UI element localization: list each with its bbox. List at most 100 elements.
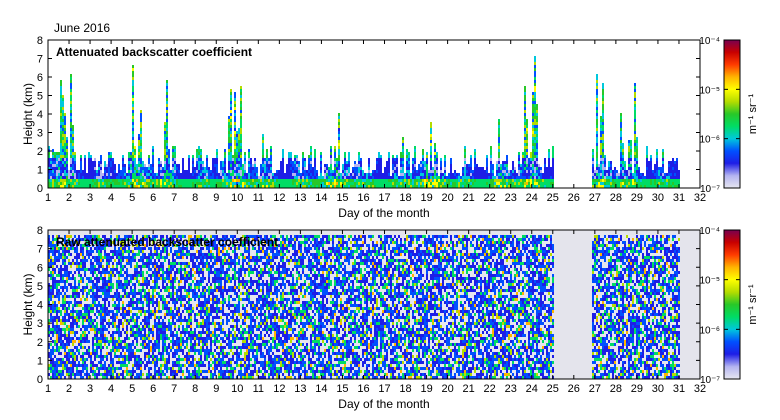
x-tick-label: 3: [87, 192, 93, 204]
x-tick-label: 2: [66, 383, 72, 395]
y-tick-label: 5: [37, 281, 43, 293]
y-tick-label: 3: [37, 318, 43, 330]
y-tick-label: 5: [37, 91, 43, 103]
x-tick-label: 4: [108, 383, 114, 395]
x-tick-label: 10: [231, 192, 243, 204]
x-tick-label: 21: [463, 383, 475, 395]
x-tick-label: 11: [253, 383, 264, 395]
x-tick-label: 18: [399, 383, 411, 395]
x-tick-label: 21: [463, 192, 475, 204]
y-tick-label: 1: [37, 355, 43, 367]
x-tick-label: 6: [150, 383, 156, 395]
x-tick-label: 29: [631, 192, 643, 204]
x-tick-label: 8: [192, 192, 198, 204]
colorbar: 10⁻⁴ 10⁻⁵ 10⁻⁶ 10⁻⁷ m⁻¹ sr⁻¹: [699, 36, 759, 195]
x-tick-label: 20: [441, 383, 453, 395]
backscatter-texture: [48, 235, 680, 379]
x-tick-label: 22: [484, 383, 496, 395]
x-tick-label: 28: [610, 383, 622, 395]
x-tick-label: 27: [589, 192, 601, 204]
panel-title: Attenuated backscatter coefficient: [56, 45, 252, 59]
colorbar-label: m⁻¹ sr⁻¹: [747, 94, 759, 135]
colorbar-tick-label: 10⁻⁵: [699, 85, 720, 96]
x-tick-label: 16: [357, 383, 369, 395]
x-tick-label: 20: [441, 192, 453, 204]
x-tick-label: 13: [294, 192, 306, 204]
x-tick-label: 2: [66, 192, 72, 204]
y-tick-label: 0: [37, 374, 43, 386]
x-tick-label: 29: [631, 383, 643, 395]
x-tick-label: 14: [315, 192, 327, 204]
colorbar-tick-label: 10⁻⁵: [699, 276, 720, 287]
x-tick-label: 6: [150, 192, 156, 204]
x-tick-label: 3: [87, 383, 93, 395]
x-tick-label: 28: [610, 192, 622, 204]
x-axis: 1 2 3 4 5 6 7 8 9 10 11 12 13 14 15 16 17 18 19 20 21 22 23 24 2…: [45, 230, 706, 395]
y-tick-label: 7: [37, 244, 43, 256]
x-tick-label: 11: [253, 192, 264, 204]
colorbar-tick-label: 10⁻⁶: [699, 325, 720, 336]
x-tick-label: 25: [547, 192, 559, 204]
raw-backscatter-panel: 1 2 3 4 5 6 7 8 9 10 11 12 13 14 15 16 17 18 19 20 21 22 23 24 2…: [21, 225, 759, 411]
x-tick-label: 10: [231, 383, 243, 395]
y-tick-label: 6: [37, 72, 43, 84]
x-tick-label: 23: [505, 383, 517, 395]
plot-area: [48, 40, 700, 188]
colorbar-tick-label: 10⁻⁴: [699, 36, 720, 47]
x-tick-label: 5: [129, 383, 135, 395]
colorbar-tick-label: 10⁻⁶: [699, 135, 720, 146]
panel-title: Raw attenuated backscatter coefficient: [56, 235, 278, 249]
x-tick-label: 30: [652, 192, 664, 204]
y-tick-label: 6: [37, 262, 43, 274]
x-tick-label: 8: [192, 383, 198, 395]
x-tick-label: 24: [526, 192, 538, 204]
x-tick-label: 14: [315, 383, 327, 395]
y-tick-label: 7: [37, 54, 43, 66]
y-tick-label: 4: [37, 300, 43, 312]
x-tick-label: 5: [129, 192, 135, 204]
x-tick-label: 19: [420, 383, 432, 395]
x-tick-label: 24: [526, 383, 538, 395]
y-tick-label: 8: [37, 35, 43, 47]
x-tick-label: 7: [171, 383, 177, 395]
y-tick-label: 3: [37, 128, 43, 140]
y-axis-label: Height (km): [21, 83, 35, 145]
y-tick-label: 1: [37, 165, 43, 177]
x-tick-label: 13: [294, 383, 306, 395]
x-tick-label: 32: [694, 192, 706, 204]
x-axis: 1 2 3 4 5 6 7 8 9 10 11 12 13 14 15 16 17 18 19 20 21 22 23 24 2…: [45, 40, 706, 204]
colorbar-tick-label: 10⁻⁷: [700, 184, 720, 195]
colorbar-label: m⁻¹ sr⁻¹: [747, 284, 759, 325]
x-axis-label: Day of the month: [338, 397, 429, 411]
y-axis: 0 1 2 3 4 5 6 7 8: [37, 35, 700, 195]
x-tick-label: 12: [273, 192, 285, 204]
x-tick-label: 27: [589, 383, 601, 395]
x-tick-label: 17: [378, 192, 390, 204]
x-tick-label: 18: [399, 192, 411, 204]
x-tick-label: 17: [378, 383, 390, 395]
x-tick-label: 26: [568, 192, 580, 204]
x-tick-label: 25: [547, 383, 559, 395]
x-tick-label: 7: [171, 192, 177, 204]
y-tick-label: 2: [37, 337, 43, 349]
x-tick-label: 31: [673, 192, 685, 204]
colorbar: 10⁻⁴ 10⁻⁵ 10⁻⁶ 10⁻⁷ m⁻¹ sr⁻¹: [699, 226, 759, 386]
x-tick-label: 1: [45, 192, 51, 204]
colorbar-tick-label: 10⁻⁷: [700, 375, 720, 386]
x-tick-label: 9: [213, 383, 219, 395]
y-tick-label: 8: [37, 225, 43, 237]
x-tick-label: 1: [45, 383, 51, 395]
x-tick-label: 4: [108, 192, 114, 204]
x-tick-label: 19: [420, 192, 432, 204]
x-tick-label: 12: [273, 383, 285, 395]
backscatter-texture: [48, 56, 680, 188]
x-tick-label: 15: [336, 192, 348, 204]
y-tick-label: 2: [37, 146, 43, 158]
x-tick-label: 23: [505, 192, 517, 204]
x-tick-label: 32: [694, 383, 706, 395]
x-tick-label: 22: [484, 192, 496, 204]
x-tick-label: 31: [673, 383, 685, 395]
x-tick-label: 15: [336, 383, 348, 395]
y-axis-label: Height (km): [21, 273, 35, 335]
